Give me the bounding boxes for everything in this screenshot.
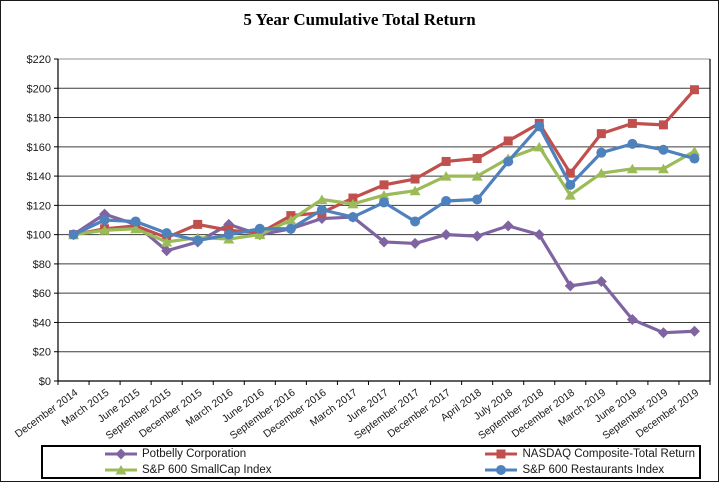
- legend-entry-nasdaq: NASDAQ Composite-Total Return: [423, 447, 699, 462]
- series-nasdaq-composite-total-return: [69, 85, 699, 243]
- legend-label: S&P 600 Restaurants Index: [522, 464, 665, 476]
- y-tick-label: $0: [39, 376, 51, 388]
- series-potbelly-corporation: [68, 208, 700, 339]
- legend-label: NASDAQ Composite-Total Return: [522, 448, 696, 460]
- legend-entry-sp600-restaurants: S&P 600 Restaurants Index: [423, 463, 699, 478]
- y-tick-label: $160: [27, 142, 51, 154]
- y-tick-label: $200: [27, 83, 51, 95]
- y-tick-label: $140: [27, 171, 51, 183]
- series-s-p-600-restaurants-index: [68, 121, 700, 246]
- legend-label: S&P 600 SmallCap Index: [142, 464, 272, 476]
- y-tick-label: $20: [33, 347, 51, 359]
- nasdaq-square-marker-icon: [485, 449, 518, 459]
- y-tick-label: $220: [27, 54, 51, 66]
- y-tick-label: $80: [33, 259, 51, 271]
- chart-title: 5 Year Cumulative Total Return: [243, 10, 476, 29]
- smallcap-triangle-marker-icon: [105, 465, 137, 475]
- restaurants-circle-marker-icon: [485, 465, 518, 475]
- y-tick-label: $100: [27, 230, 51, 242]
- legend-box: Potbelly Corporation NASDAQ Composite-To…: [41, 445, 701, 479]
- y-tick-label: $60: [33, 288, 51, 300]
- legend-entry-sp600-smallcap: S&P 600 SmallCap Index: [43, 463, 423, 478]
- y-tick-label: $180: [27, 113, 51, 125]
- potbelly-diamond-marker-icon: [105, 448, 137, 460]
- legend-entry-potbelly: Potbelly Corporation: [43, 447, 423, 462]
- legend-label: Potbelly Corporation: [142, 448, 247, 460]
- y-tick-label: $40: [33, 317, 51, 329]
- y-tick-label: $120: [27, 200, 51, 212]
